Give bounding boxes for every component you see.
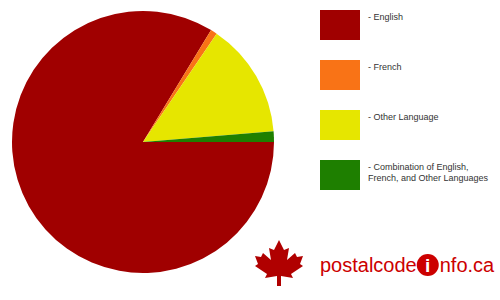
legend-swatch bbox=[320, 160, 360, 190]
pie-slice bbox=[143, 34, 274, 142]
logo-leaf bbox=[255, 240, 303, 286]
legend-label: - English bbox=[368, 12, 496, 23]
logo-text: postalcode bbox=[320, 254, 417, 276]
legend-swatch bbox=[320, 60, 360, 90]
logo-text: nfo.ca bbox=[440, 254, 495, 276]
legend-label: - Other Language bbox=[368, 112, 496, 123]
logo-circle bbox=[417, 254, 439, 276]
legend-swatch bbox=[320, 10, 360, 40]
legend-swatch bbox=[320, 110, 360, 140]
chart: postalcode i nfo.ca bbox=[0, 0, 500, 300]
legend-label: - Combination of English, French, and Ot… bbox=[368, 162, 496, 184]
legend-label: - French bbox=[368, 62, 496, 73]
pie bbox=[12, 11, 274, 273]
pie-slice bbox=[143, 131, 274, 142]
logo-text: i bbox=[425, 255, 430, 276]
pie-slice bbox=[12, 11, 274, 273]
legend bbox=[320, 10, 360, 190]
